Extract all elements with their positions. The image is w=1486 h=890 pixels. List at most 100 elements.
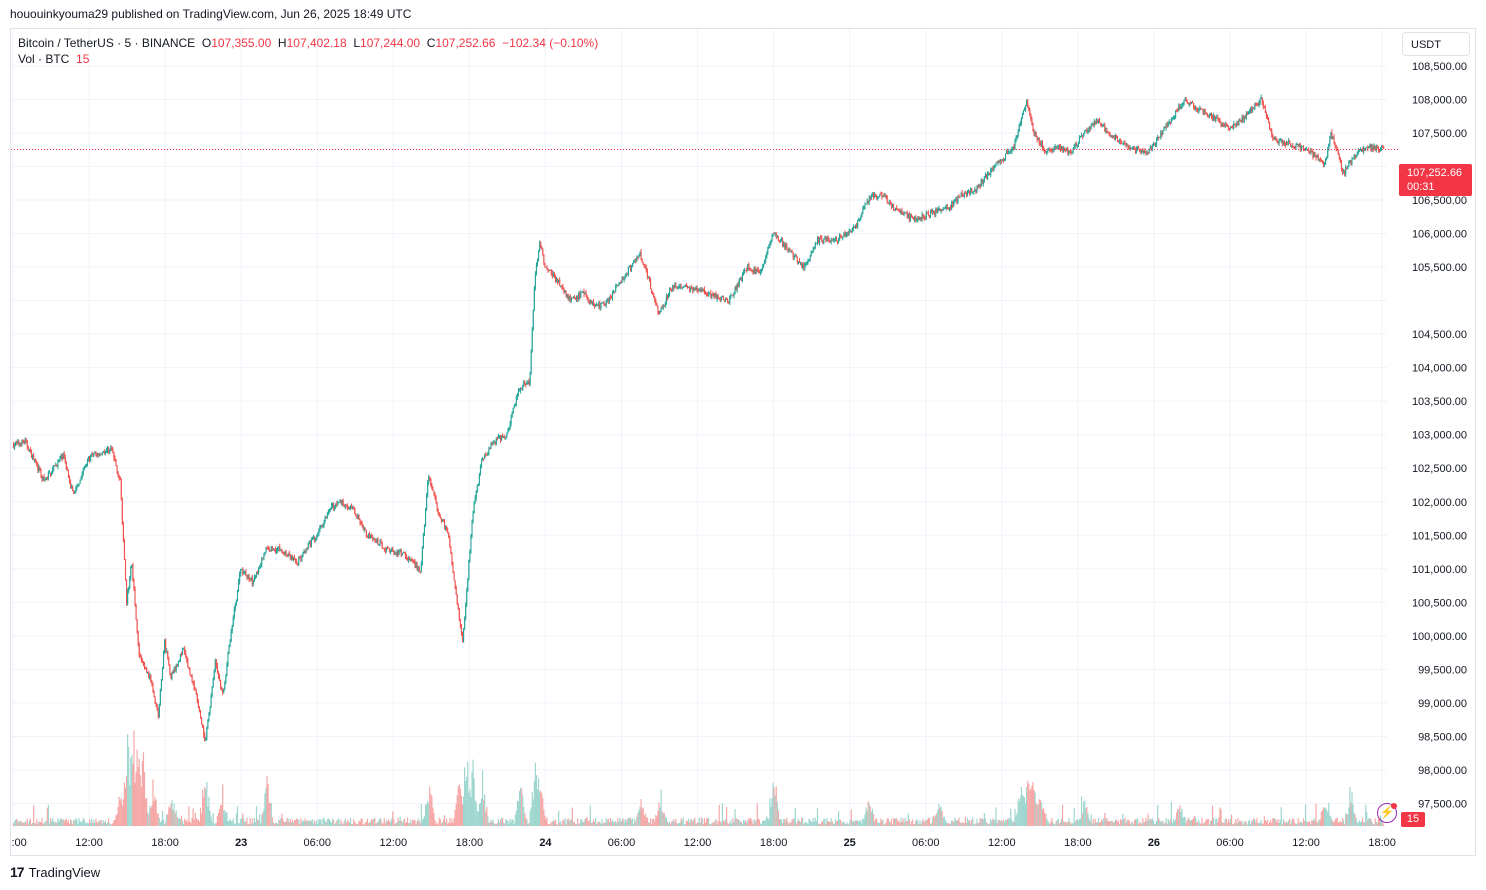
candle-body: [1296, 144, 1298, 146]
volume-bar: [1316, 822, 1318, 826]
volume-bar: [690, 819, 692, 826]
candle-body: [719, 298, 721, 301]
currency-button[interactable]: USDT: [1402, 32, 1470, 56]
candle-body: [1116, 138, 1119, 142]
volume-bar: [37, 824, 39, 826]
volume-bar: [462, 796, 465, 826]
volume-bar: [1086, 807, 1088, 826]
volume-bar: [1054, 823, 1056, 826]
volume-bar: [1022, 796, 1025, 826]
candle-body: [175, 664, 177, 670]
candle-body: [1379, 149, 1382, 151]
x-tick-label: 18:00: [456, 837, 484, 849]
candle-body: [1059, 147, 1061, 151]
candle-body: [722, 296, 724, 300]
candle-body: [217, 671, 220, 677]
candle-body: [1313, 153, 1315, 157]
candle-body: [788, 250, 790, 252]
candle-body: [95, 453, 97, 455]
candle-body: [791, 250, 793, 253]
volume-bar: [675, 818, 677, 826]
candle-body: [34, 458, 36, 461]
volume-bar: [345, 823, 347, 826]
candle-body: [381, 543, 383, 549]
candle-body: [1273, 138, 1275, 140]
candle-body: [923, 216, 925, 218]
volume-bar: [818, 823, 821, 826]
volume-bar: [651, 824, 653, 826]
candle-body: [1168, 121, 1170, 123]
flash-icon[interactable]: ⚡: [1377, 803, 1397, 823]
candle-body: [25, 439, 27, 441]
candle-body: [692, 289, 694, 291]
candle-body: [819, 237, 821, 244]
volume-bar: [468, 792, 470, 826]
volume-bar: [1148, 819, 1150, 826]
volume-bar: [1238, 821, 1240, 826]
candle-body: [1037, 137, 1039, 140]
candle-body: [535, 264, 538, 274]
volume-bar: [965, 822, 968, 826]
volume-bar: [1023, 797, 1026, 826]
volume-bar: [336, 820, 338, 826]
candle-body: [800, 262, 802, 263]
volume-bar: [864, 814, 866, 826]
candle-body: [380, 541, 382, 544]
candle-body: [30, 450, 33, 458]
candle-body: [1298, 144, 1300, 147]
volume-bar: [947, 822, 950, 826]
volume-bar: [1274, 818, 1276, 826]
candle-body: [611, 292, 614, 299]
candle-body: [70, 481, 72, 488]
candle-body: [330, 505, 333, 509]
volume-label[interactable]: Vol · BTC: [18, 52, 70, 66]
candle-body: [104, 451, 106, 454]
volume-bar: [479, 802, 482, 826]
volume-bar: [1082, 813, 1084, 826]
volume-bar: [680, 818, 682, 826]
volume-bar: [857, 819, 859, 826]
candle-body: [1362, 149, 1364, 152]
price-chart[interactable]: 97,500.0098,000.0098,500.0099,000.0099,5…: [11, 29, 1477, 857]
candle-body: [867, 200, 869, 203]
volume-bar: [483, 800, 485, 826]
volume-bar: [434, 820, 436, 826]
candle-body: [782, 240, 784, 247]
x-tick-label: 12:00: [75, 837, 103, 849]
volume-bar: [1076, 819, 1078, 826]
volume-bar: [123, 782, 126, 826]
volume-bar: [643, 815, 645, 826]
symbol-label[interactable]: Bitcoin / TetherUS · 5 · BINANCE: [18, 36, 196, 50]
candle-body: [461, 633, 464, 642]
candle-body: [1152, 143, 1154, 146]
candle-body: [1073, 146, 1075, 150]
volume-bar: [304, 818, 306, 826]
volume-bar: [817, 823, 820, 826]
candle-body: [1351, 158, 1353, 163]
chart-area[interactable]: 97,500.00 98,000.00 98,500.00 99,000.00 99,5…: [10, 28, 1476, 856]
candle-body: [647, 276, 649, 278]
candle-body: [180, 653, 183, 655]
candle-body: [982, 180, 984, 184]
volume-bar: [871, 808, 874, 826]
volume-bar: [78, 818, 80, 826]
volume-bar: [16, 819, 18, 826]
candle-body: [1275, 138, 1277, 140]
volume-bar: [559, 822, 561, 826]
volume-bar: [1157, 804, 1159, 826]
volume-bar: [356, 823, 358, 826]
volume-bar: [419, 823, 421, 826]
volume-bar: [15, 819, 17, 826]
candle-body: [680, 286, 682, 289]
volume-bar: [1335, 818, 1337, 826]
candle-body: [344, 505, 346, 507]
volume-bar: [953, 822, 955, 826]
volume-bar: [338, 818, 340, 826]
candle-body: [1013, 146, 1015, 150]
volume-bar: [1229, 818, 1232, 826]
volume-bar: [915, 821, 917, 826]
candle-body: [1012, 146, 1014, 149]
volume-bar: [624, 818, 626, 826]
candle-body: [303, 550, 305, 554]
tradingview-logo[interactable]: 17 TradingView: [10, 864, 100, 880]
